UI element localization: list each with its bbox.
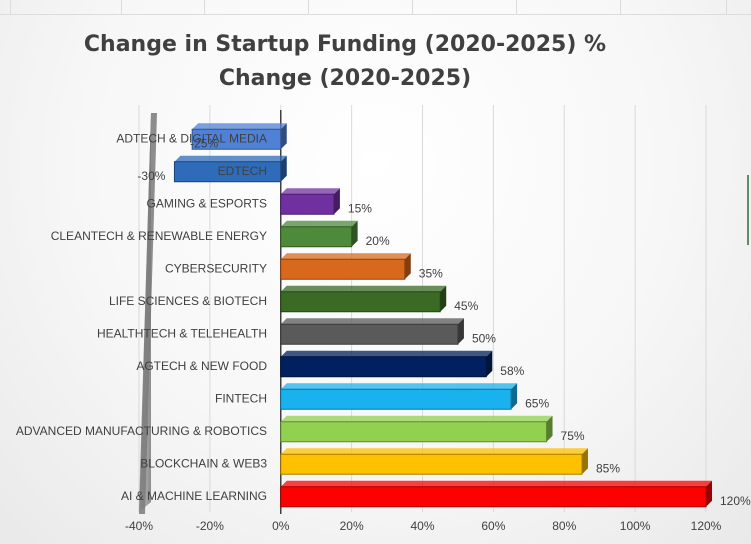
bar-side-face xyxy=(404,253,411,280)
bar-group xyxy=(173,155,287,183)
category-label: ADTECH & DIGITAL MEDIA xyxy=(116,131,267,145)
bar-group xyxy=(280,220,358,248)
bar-top-face xyxy=(280,480,712,487)
bar xyxy=(280,356,487,378)
x-tick-label: 100% xyxy=(620,519,651,533)
x-tick-label: 60% xyxy=(481,519,505,533)
bar xyxy=(280,453,583,475)
sheet-gridline xyxy=(308,0,309,14)
category-label: AI & MACHINE LEARNING xyxy=(121,489,267,503)
bar-side-face xyxy=(457,318,464,345)
bar-group xyxy=(280,318,464,345)
x-tick-label: 80% xyxy=(552,519,576,533)
data-label: 58% xyxy=(500,364,524,378)
data-label: 35% xyxy=(419,266,443,280)
bar-side-face xyxy=(351,220,358,247)
bar-top-face xyxy=(280,383,518,390)
category-label: EDTECH xyxy=(218,164,267,178)
data-label: -25% xyxy=(190,136,218,150)
bar xyxy=(280,193,335,215)
bar-group xyxy=(280,350,493,378)
bar-top-face xyxy=(280,220,358,227)
chart-title-line-2: Change (2020-2025) xyxy=(218,66,472,91)
bar-top-face xyxy=(280,318,464,325)
category-label: ADVANCED MANUFACTURING & ROBOTICS xyxy=(16,424,267,438)
category-label: AGTECH & NEW FOOD xyxy=(136,359,267,373)
bar-group xyxy=(280,448,588,475)
x-tick-label: 20% xyxy=(340,519,364,533)
data-label: 45% xyxy=(454,299,478,313)
bar-group xyxy=(191,123,287,150)
bar xyxy=(280,421,548,443)
bar-side-face xyxy=(706,480,712,507)
category-label: HEALTHTECH & TELEHEALTH xyxy=(97,326,267,340)
sheet-gridline xyxy=(412,0,413,14)
bar-side-face xyxy=(280,123,287,150)
bar-group xyxy=(280,415,553,443)
bar-side-face xyxy=(440,285,447,312)
bar-group xyxy=(280,253,411,280)
category-label: BLOCKCHAIN & WEB3 xyxy=(140,456,267,470)
bar-group xyxy=(280,188,340,215)
sheet-gridline xyxy=(10,0,11,14)
bar xyxy=(280,323,459,345)
bar-top-face xyxy=(280,448,588,455)
bar-group xyxy=(280,480,712,508)
bar xyxy=(191,128,282,150)
bar xyxy=(280,258,406,280)
category-label: LIFE SCIENCES & BIOTECH xyxy=(109,294,267,308)
x-tick-label: -20% xyxy=(196,519,224,533)
x-tick-label: -40% xyxy=(125,519,153,533)
data-label: 65% xyxy=(525,396,549,410)
bar xyxy=(173,161,282,183)
bar-side-face xyxy=(546,415,553,442)
bar-side-face xyxy=(511,383,518,410)
bar xyxy=(280,388,512,410)
data-label: 85% xyxy=(596,461,620,475)
bar-top-face xyxy=(280,350,493,357)
sheet-gridline xyxy=(726,0,727,14)
bar-group xyxy=(280,285,447,313)
sheet-gridline xyxy=(121,0,122,14)
data-label: 50% xyxy=(472,331,496,345)
bar-top-face xyxy=(192,123,287,130)
x-tick-label: 120% xyxy=(691,519,722,533)
sheet-gridline xyxy=(620,0,621,14)
bar-side-face xyxy=(486,350,493,377)
bar-top-face xyxy=(174,155,287,162)
category-label: GAMING & ESPORTS xyxy=(147,196,267,210)
bar-top-face xyxy=(280,188,340,195)
axis-floor-edge xyxy=(139,113,157,514)
category-label: FINTECH xyxy=(215,391,267,405)
x-tick-label: 0% xyxy=(272,519,290,533)
bar-top-face xyxy=(280,415,553,422)
x-tick-label: 40% xyxy=(410,519,434,533)
data-label: 120% xyxy=(720,494,751,508)
bar-side-face xyxy=(333,188,340,215)
chart-title: Change in Startup Funding (2020-2025) % … xyxy=(0,28,690,96)
bar xyxy=(280,226,353,248)
bar-top-face xyxy=(280,253,411,260)
category-label: CYBERSECURITY xyxy=(165,261,267,275)
sheet-gridline xyxy=(516,0,517,14)
bar xyxy=(280,486,707,508)
chart-title-line-1: Change in Startup Funding (2020-2025) % xyxy=(83,32,607,57)
bar-group xyxy=(280,383,518,410)
category-label: CLEANTECH & RENEWABLE ENERGY xyxy=(51,229,267,243)
data-label: 15% xyxy=(348,201,372,215)
bar-side-face xyxy=(581,448,588,475)
data-label: 75% xyxy=(561,429,585,443)
data-label: -30% xyxy=(137,169,165,183)
bar-top-face xyxy=(280,285,447,292)
data-label: 20% xyxy=(366,234,390,248)
sheet-gridline xyxy=(0,14,751,15)
sheet-gridline xyxy=(204,0,205,14)
bar xyxy=(280,291,441,313)
bar-side-face xyxy=(280,155,287,182)
